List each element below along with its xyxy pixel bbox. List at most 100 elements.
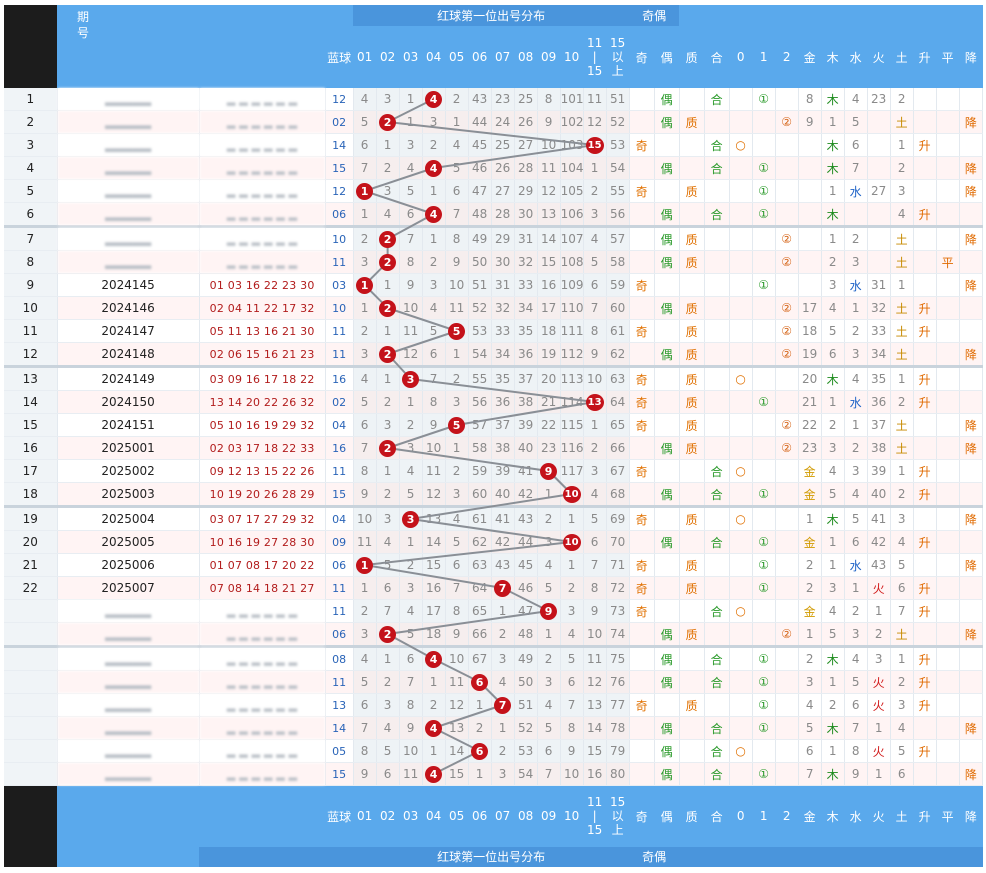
footer-period xyxy=(57,785,200,867)
attr-cell: 升 xyxy=(913,576,937,600)
row-numbers: ▂ ▂ ▂ ▂ ▂ ▂ xyxy=(199,739,326,763)
dist-cell: 7 xyxy=(353,156,377,180)
dist-cell: 76 xyxy=(606,670,630,694)
dist-cell: 6 xyxy=(353,413,377,437)
dist-cell: 17 xyxy=(422,599,446,623)
attr-cell: 合 xyxy=(704,646,730,671)
dist-cell: 3 xyxy=(353,250,377,274)
attr-cell: 1 xyxy=(867,599,891,623)
dist-cell: 53 xyxy=(468,319,492,343)
dist-cell: 52 xyxy=(514,716,538,740)
attr-cell xyxy=(936,716,960,740)
dist-cell: 1 xyxy=(422,670,446,694)
numbers-header-top xyxy=(199,5,326,26)
row-blue: 06 xyxy=(325,202,354,228)
attr-cell xyxy=(844,202,868,228)
row-numbers: ▂ ▂ ▂ ▂ ▂ ▂ xyxy=(199,226,326,251)
dist-cell: 3 xyxy=(376,506,400,531)
dist-cell: 40 xyxy=(491,482,515,508)
row-period: 2024150 xyxy=(57,390,200,414)
dist-cell: 7 xyxy=(422,366,446,391)
dist-cell: 1 xyxy=(468,693,492,717)
dist-cell: 1 xyxy=(353,576,377,600)
dist-col-4: 04 xyxy=(422,26,446,88)
dist-cell: 6 xyxy=(376,576,400,600)
row-numbers: ▂ ▂ ▂ ▂ ▂ ▂ xyxy=(199,646,326,671)
dist-cell: 47 xyxy=(468,179,492,203)
attr-cell xyxy=(679,133,705,157)
dist-cell: 4 xyxy=(583,482,607,508)
attr-cell: 平 xyxy=(936,250,960,274)
dist-cell: 14 xyxy=(583,716,607,740)
dist-cell: 4 xyxy=(422,646,446,671)
attr-cell: 水 xyxy=(844,390,868,414)
dist-cell: 3 xyxy=(399,133,423,157)
row-period: ▂▂▂▂▂ xyxy=(57,156,200,180)
dist-cell: 13 xyxy=(537,202,561,228)
attr-col-8: 金 xyxy=(798,26,822,88)
attr-cell: 2 xyxy=(890,390,914,414)
hit-ball: 4 xyxy=(425,765,443,783)
attr-cell xyxy=(752,342,776,368)
attr-cell: 升 xyxy=(913,670,937,694)
row-index: 18 xyxy=(4,482,58,508)
row-period: 2024147 xyxy=(57,319,200,343)
attr-cell xyxy=(913,110,937,134)
hit-ball: 2 xyxy=(379,345,397,363)
attr-cell: 奇 xyxy=(629,390,655,414)
attr-cell xyxy=(752,739,776,763)
attr-cell xyxy=(913,622,937,648)
footer-dist-col-12: 15 以 上 xyxy=(606,785,630,847)
attr-cell xyxy=(654,319,680,343)
attr-cell xyxy=(752,413,776,437)
attr-cell xyxy=(775,133,799,157)
dist-cell: 5 xyxy=(353,670,377,694)
attr-cell xyxy=(775,739,799,763)
attr-cell: 2 xyxy=(844,436,868,460)
row-period: ▂▂▂▂▂ xyxy=(57,599,200,623)
attr-cell xyxy=(704,413,730,437)
dist-cell: 30 xyxy=(491,250,515,274)
dist-cell: 2 xyxy=(583,436,607,460)
row-index: 17 xyxy=(4,459,58,483)
dist-col-8: 08 xyxy=(514,26,538,88)
attr-cell: 2 xyxy=(821,250,845,274)
dist-cell: 5 xyxy=(353,110,377,134)
attr-cell: 合 xyxy=(704,202,730,228)
dist-cell: 51 xyxy=(606,88,630,111)
attr-cell: 23 xyxy=(867,88,891,111)
attr-cell: 3 xyxy=(798,670,822,694)
dist-cell: 7 xyxy=(537,762,561,786)
dist-cell: 44 xyxy=(514,530,538,554)
dist-cell: 4 xyxy=(422,762,446,786)
hit-ball: 4 xyxy=(425,205,443,223)
dist-cell: 23 xyxy=(537,436,561,460)
dist-cell: 41 xyxy=(514,459,538,483)
row-period: ▂▂▂▂▂ xyxy=(57,250,200,274)
attr-cell: ○ xyxy=(729,739,753,763)
attr-cell: 升 xyxy=(913,482,937,508)
dist-col-3: 03 xyxy=(399,26,423,88)
table-row: 14 2024150 13 14 20 22 26 32 02 5 2 1 8 3 56 36 38 2… xyxy=(4,390,984,414)
dist-cell: 8 xyxy=(583,576,607,600)
attr-cell: 奇 xyxy=(629,693,655,717)
attr-cell xyxy=(959,576,984,600)
table-row: 8 ▂▂▂▂▂ ▂ ▂ ▂ ▂ ▂ ▂ 11 3 2 8 2 9 50 30 32 15 108 5 58 偶质… xyxy=(4,250,984,274)
dist-cell: 2 xyxy=(376,482,400,508)
attr-col-14: 平 xyxy=(936,26,960,88)
attr-cell xyxy=(936,762,960,786)
attr-cell xyxy=(936,110,960,134)
dist-cell: 2 xyxy=(376,250,400,274)
attr-cell: 6 xyxy=(844,133,868,157)
attr-cell xyxy=(936,739,960,763)
attr-cell xyxy=(867,156,891,180)
dist-cell: 25 xyxy=(514,88,538,111)
dist-cell: 2 xyxy=(376,622,400,648)
attr-cell: 2 xyxy=(844,599,868,623)
dist-cell: 1 xyxy=(583,413,607,437)
trend-table: 期号 红球第一位出号分布 奇偶 蓝球 01 02 03 04 05 06 07 08 09 10 1… xyxy=(4,5,984,867)
attr-cell xyxy=(936,622,960,648)
dist-cell: 2 xyxy=(468,716,492,740)
dist-cell: 9 xyxy=(537,459,561,483)
attr-cell: 偶 xyxy=(654,250,680,274)
